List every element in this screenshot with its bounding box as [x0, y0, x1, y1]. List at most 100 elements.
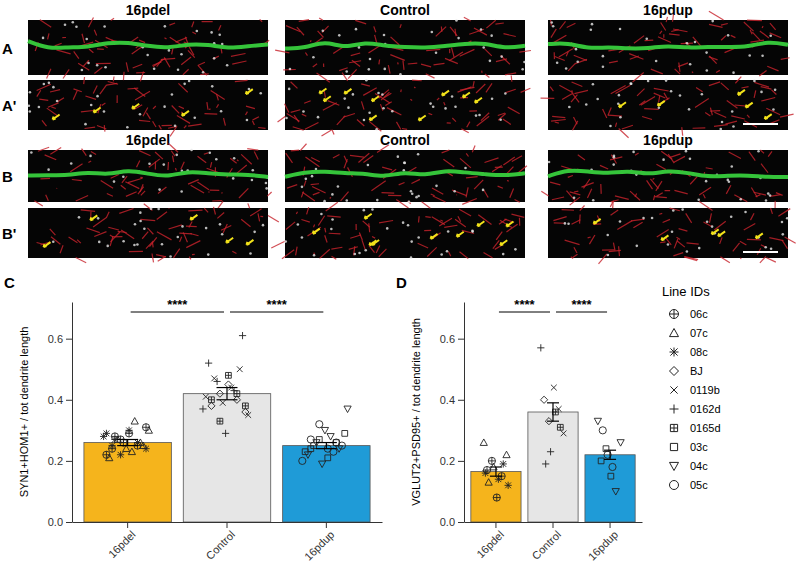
- puncta: [451, 95, 454, 98]
- red-fiber: [436, 27, 446, 37]
- red-fiber: [169, 23, 175, 25]
- arrow: [53, 114, 60, 119]
- column-header: 16pdel: [126, 2, 170, 18]
- data-point: [540, 396, 547, 403]
- data-point: [117, 451, 124, 458]
- red-fiber: [314, 224, 315, 227]
- red-fiber: [503, 119, 511, 125]
- arrow: [132, 104, 139, 109]
- red-fiber: [153, 58, 165, 67]
- red-fiber: [313, 64, 317, 67]
- arrow: [369, 240, 376, 245]
- red-fiber: [355, 224, 356, 230]
- red-fiber: [239, 188, 248, 198]
- puncta: [454, 105, 457, 108]
- red-fiber: [311, 158, 320, 162]
- puncta: [177, 69, 180, 72]
- red-fiber: [307, 227, 320, 236]
- red-fiber: [134, 88, 145, 97]
- data-point: [217, 418, 223, 424]
- puncta: [139, 113, 142, 116]
- red-fiber: [714, 221, 725, 230]
- dendrite: [285, 43, 525, 48]
- puncta: [96, 64, 99, 67]
- puncta: [642, 217, 645, 220]
- arrow: [718, 231, 725, 236]
- arrow: [313, 229, 320, 234]
- error-bar-cap: [547, 421, 559, 422]
- puncta: [174, 125, 177, 128]
- red-fiber: [653, 178, 655, 179]
- puncta: [354, 253, 357, 256]
- red-fiber: [204, 208, 208, 212]
- puncta: [651, 217, 654, 220]
- puncta: [757, 150, 760, 153]
- puncta: [220, 110, 223, 113]
- red-fiber: [369, 246, 375, 253]
- y-tick-label: 0.6: [440, 333, 455, 345]
- red-fiber: [312, 186, 326, 192]
- red-fiber: [153, 106, 156, 109]
- red-fiber: [388, 65, 390, 73]
- red-fiber: [113, 77, 115, 82]
- red-fiber: [85, 127, 96, 128]
- puncta: [399, 73, 402, 76]
- puncta: [163, 105, 166, 108]
- bar-chart: D0.00.20.40.6VGLUT2+PSD95+ / tot dendrit…: [396, 274, 643, 563]
- red-fiber: [91, 151, 96, 154]
- red-fiber: [762, 26, 764, 28]
- puncta: [596, 98, 599, 101]
- red-fiber: [200, 73, 209, 75]
- puncta: [689, 157, 692, 160]
- red-fiber: [371, 181, 385, 191]
- red-fiber: [721, 36, 726, 40]
- error-bar-cap: [316, 448, 337, 449]
- puncta: [253, 231, 256, 234]
- legend-entry: 06c: [670, 308, 709, 320]
- puncta: [514, 248, 517, 251]
- red-fiber: [469, 110, 477, 111]
- red-fiber: [94, 67, 102, 73]
- red-fiber: [714, 125, 728, 127]
- micrograph: [28, 72, 268, 137]
- puncta: [727, 34, 730, 37]
- red-fiber: [655, 196, 667, 198]
- red-fiber: [126, 192, 137, 197]
- puncta: [219, 223, 222, 226]
- puncta: [609, 125, 612, 128]
- micrograph: [541, 150, 788, 211]
- points: [480, 344, 624, 501]
- red-fiber: [188, 210, 202, 212]
- red-fiber: [422, 202, 431, 209]
- data-point: [245, 412, 251, 418]
- red-fiber: [709, 82, 720, 86]
- scale-bar: [743, 123, 778, 125]
- data-point: [542, 460, 549, 467]
- puncta: [150, 207, 153, 210]
- red-fiber: [462, 198, 477, 204]
- red-fiber: [305, 52, 307, 55]
- red-fiber: [644, 108, 659, 110]
- red-fiber: [173, 156, 174, 162]
- puncta: [367, 164, 370, 167]
- red-fiber: [429, 113, 433, 114]
- y-tick-label: 0.6: [48, 333, 63, 345]
- puncta: [705, 180, 708, 183]
- puncta: [213, 57, 216, 60]
- puncta: [208, 151, 211, 154]
- red-fiber: [300, 144, 306, 151]
- red-fiber: [175, 168, 177, 171]
- puncta: [383, 34, 386, 37]
- significance-label: ****: [514, 297, 535, 312]
- arrow: [431, 234, 438, 239]
- red-fiber: [661, 23, 666, 31]
- legend-label: 08c: [690, 346, 708, 358]
- puncta: [90, 104, 93, 107]
- red-fiber: [760, 150, 764, 153]
- puncta: [52, 240, 55, 243]
- arrow: [370, 115, 377, 120]
- red-fiber: [675, 69, 680, 74]
- puncta: [482, 46, 485, 49]
- puncta: [96, 95, 99, 98]
- data-point: [239, 332, 246, 339]
